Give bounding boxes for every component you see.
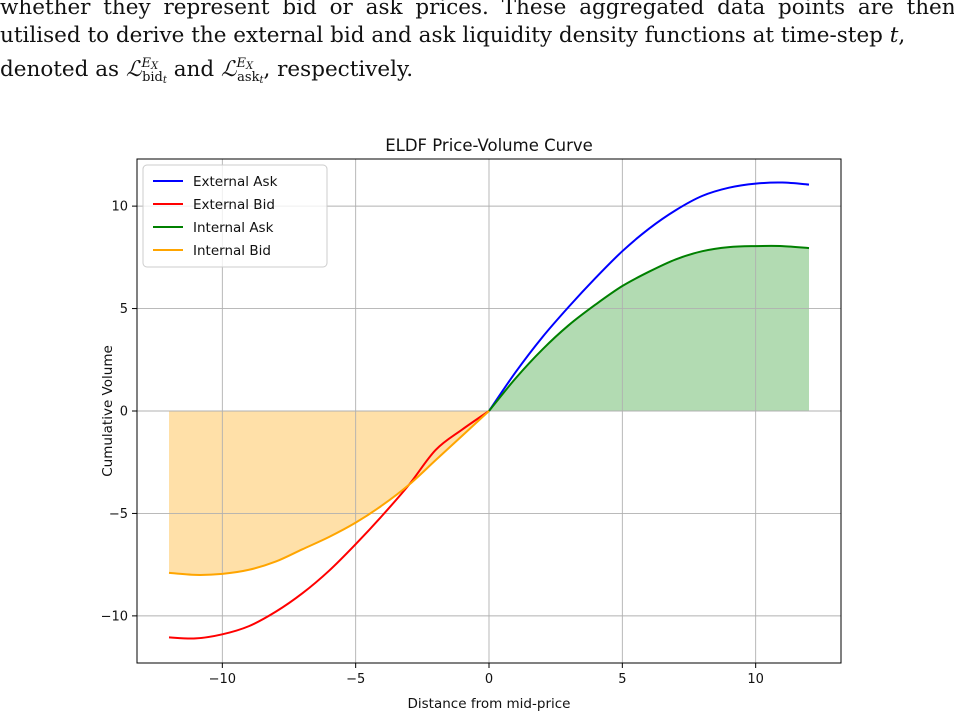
paragraph-line-1: whether they represent bid or ask prices… (0, 0, 954, 20)
x-axis-label: Distance from mid-price (408, 696, 571, 712)
x-tick-label: −10 (209, 672, 236, 687)
x-tick-label: 0 (485, 672, 493, 687)
y-tick-label: 5 (120, 302, 128, 317)
paragraph-line-3: denoted as ℒEXbidt and ℒEXaskt, respecti… (0, 50, 413, 95)
y-tick-label: 10 (111, 200, 128, 215)
time-variable: t (889, 23, 899, 48)
series-lines (168, 181, 810, 640)
ask-density-symbol: ℒEXaskt (221, 56, 264, 86)
line-external-ask (488, 181, 810, 412)
y-tick-label: 0 (120, 405, 128, 420)
x-tick-label: −5 (346, 672, 365, 687)
line2-comma: , (898, 23, 906, 48)
legend-label: External Ask (193, 174, 278, 190)
line3-tail: , respectively. (263, 57, 414, 82)
line-internal-bid (168, 410, 490, 576)
area-internal-bid (169, 411, 489, 575)
legend-label: Internal Bid (193, 243, 271, 259)
bid-density-symbol: ℒEXbidt (125, 56, 167, 86)
chart-title: ELDF Price-Volume Curve (385, 136, 593, 155)
line3-and: and (166, 57, 222, 82)
line-internal-ask (488, 244, 810, 412)
area-fills (169, 245, 809, 575)
legend-label: External Bid (193, 197, 275, 213)
line-external-bid (168, 410, 490, 640)
paragraph-line-2: utilised to derive the external bid and … (0, 22, 905, 50)
grid-lines (137, 159, 841, 663)
legend-label: Internal Ask (193, 220, 274, 236)
legend-box (142, 164, 328, 268)
y-tick-label: −10 (101, 609, 128, 624)
y-tick-label: −5 (109, 507, 128, 522)
x-tick-label: 5 (618, 672, 626, 687)
legend: External Ask External Bid Internal Ask Inte… (142, 164, 328, 268)
y-axis-label: Cumulative Volume (100, 345, 116, 477)
x-tick-label: 10 (747, 672, 764, 687)
line3-text: denoted as (0, 57, 126, 82)
axis-ticks: −10 −5 0 5 10 −10 −5 0 5 10 (101, 200, 764, 687)
area-internal-ask (489, 245, 809, 411)
line2-text: utilised to derive the external bid and … (0, 23, 890, 48)
